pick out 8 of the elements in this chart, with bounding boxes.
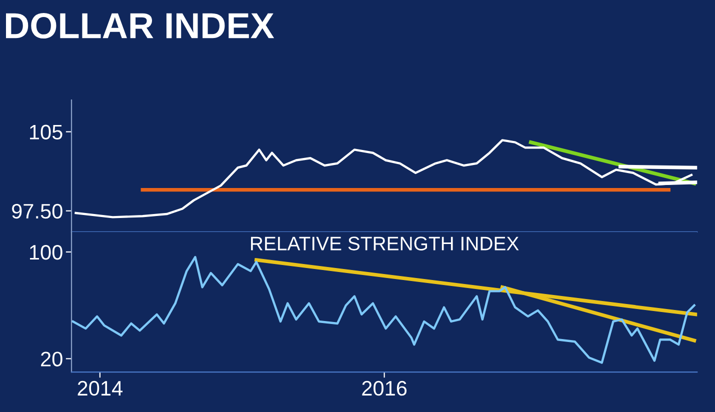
y-tick-label: 20 — [41, 352, 62, 366]
y-tick-label: 97.50 — [12, 204, 62, 219]
chart-title: DOLLAR INDEX — [6, 12, 274, 39]
chart-title: RELATIVE STRENGTH INDEX — [251, 236, 519, 250]
x-tick-label: 2016 — [362, 380, 407, 396]
y-tick-label: 105 — [30, 124, 62, 140]
y-tick-label: 100 — [30, 244, 62, 260]
x-tick-label: 2014 — [78, 380, 123, 396]
